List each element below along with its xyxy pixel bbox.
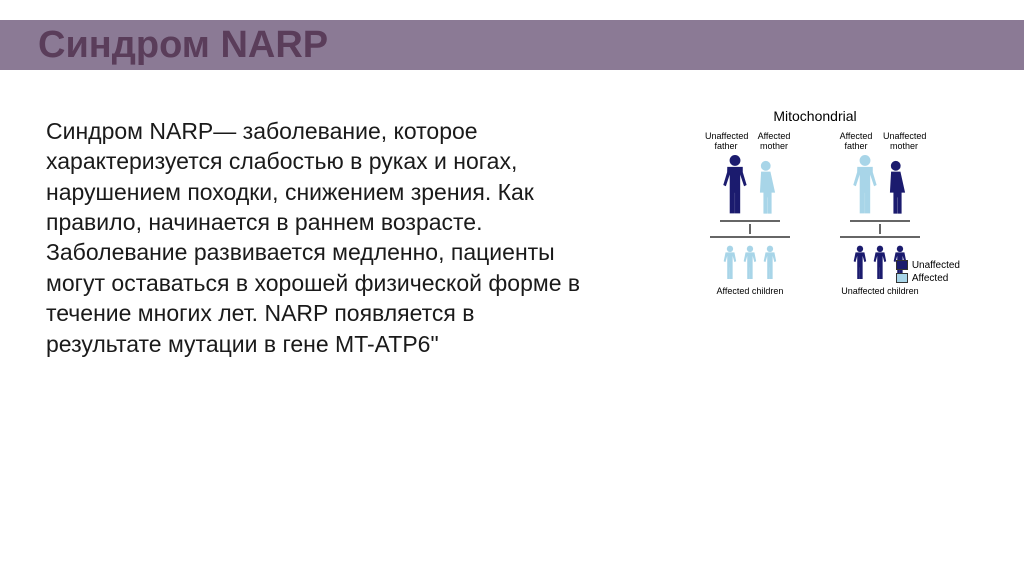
slide: Синдром NARP Синдром NARP— заболевание, … <box>0 0 1024 576</box>
parent-label: Unaffected father <box>705 132 747 152</box>
children-label: Unaffected children <box>841 286 918 296</box>
person-icon <box>872 244 888 282</box>
legend-row: Unaffected <box>896 260 960 271</box>
person-icon <box>754 160 778 216</box>
children-label: Affected children <box>717 286 784 296</box>
person-icon <box>852 244 868 282</box>
legend-label: Affected <box>912 273 949 284</box>
slide-title: Синдром NARP <box>38 24 328 67</box>
parent-label: Affected mother <box>753 132 795 152</box>
parent-label: Unaffected mother <box>883 132 925 152</box>
person-icon <box>722 244 738 282</box>
person-icon <box>722 154 748 216</box>
inheritance-diagram: Mitochondrial Unaffected father Affected … <box>640 108 990 296</box>
family: Unaffected father Affected mother Affected… <box>705 132 795 296</box>
person-icon <box>852 154 878 216</box>
legend: Unaffected Affected <box>896 258 960 284</box>
parent-label: Affected father <box>835 132 877 152</box>
legend-swatch <box>896 273 908 283</box>
person-icon <box>742 244 758 282</box>
legend-row: Affected <box>896 273 960 284</box>
person-icon <box>762 244 778 282</box>
diagram-title: Mitochondrial <box>640 108 990 124</box>
legend-swatch <box>896 260 908 270</box>
person-icon <box>884 160 908 216</box>
legend-label: Unaffected <box>912 260 960 271</box>
body-text: Синдром NARP— заболевание, которое харак… <box>46 116 586 359</box>
